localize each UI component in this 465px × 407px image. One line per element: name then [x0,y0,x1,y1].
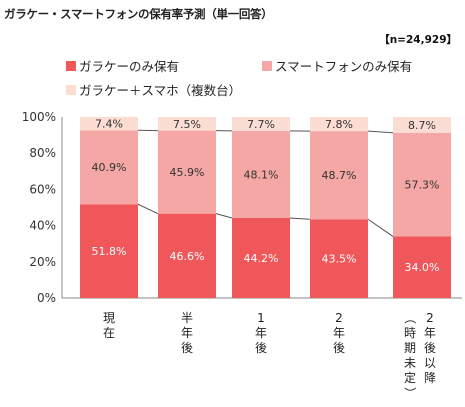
data-label: 34.0% [405,261,440,274]
data-label: 7.5% [173,118,201,131]
x-category-label: 2 [335,311,343,325]
series-connector-line [215,213,233,219]
data-label: 7.7% [247,118,275,131]
data-label: 57.3% [405,179,440,192]
series-connector-line [289,217,311,220]
data-label: 8.7% [408,119,436,132]
bar-segment [310,219,368,298]
bar-segment [310,131,368,220]
x-category-label: 年 [181,326,193,340]
bar-segment [393,117,451,133]
bar-segment [80,116,138,131]
bar-segment [80,130,138,205]
x-category-label: 半 [181,311,193,325]
data-label: 7.8% [325,118,353,131]
series-connector-line [367,218,394,237]
bar-segment [232,217,290,298]
y-tick-label: 0% [37,291,56,305]
data-label: 46.6% [170,250,205,263]
bar-segment [80,204,138,298]
x-category-label: 年 [424,326,436,340]
chart-title: ガラケー・スマートフォンの保有率予測（単一回答） [4,7,273,21]
x-category-label: 在 [103,326,115,340]
bar-segment [158,213,216,298]
x-category-label: 1 [257,311,265,325]
bar-segment [393,132,451,237]
data-label: 51.8% [92,245,127,258]
x-category-label: 時 [404,326,416,340]
data-label: 40.9% [92,161,127,174]
x-category-label: 未 [404,356,416,370]
data-label: 48.1% [244,168,279,181]
y-tick-label: 20% [29,255,56,269]
bar-segment [158,117,216,131]
x-category-label: ） [403,387,417,399]
series-connector-line [367,130,394,134]
bar-segment [393,236,451,298]
bar-segment [158,130,216,214]
bar-segment [232,130,290,218]
x-category-label: 後 [424,341,436,355]
x-category-label: 2 [426,311,434,325]
x-category-label: 定 [404,370,416,385]
x-category-label: 年 [333,326,345,340]
data-label: 7.4% [95,118,123,131]
x-category-label: 後 [181,341,193,355]
x-category-label: 後 [333,341,345,355]
y-tick-label: 100% [22,110,56,124]
bar-segment [232,117,290,131]
series-connector-line [137,203,159,215]
x-category-label: （ [403,312,417,324]
y-tick-label: 40% [29,219,56,233]
x-category-label: 現 [103,311,115,325]
y-tick-label: 60% [29,182,56,196]
x-category-label: 以 [424,356,436,370]
data-label: 43.5% [322,253,357,266]
x-category-label: 降 [424,371,436,385]
x-category-label: 年 [255,326,267,340]
data-label: 44.2% [244,252,279,265]
data-label: 45.9% [170,166,205,179]
sample-size-label: 【n=24,929】 [379,34,457,46]
x-category-label: 期 [404,341,416,355]
x-category-label: 後 [255,341,267,355]
data-label: 48.7% [322,169,357,182]
y-tick-label: 80% [29,146,56,160]
bar-segment [310,117,368,132]
